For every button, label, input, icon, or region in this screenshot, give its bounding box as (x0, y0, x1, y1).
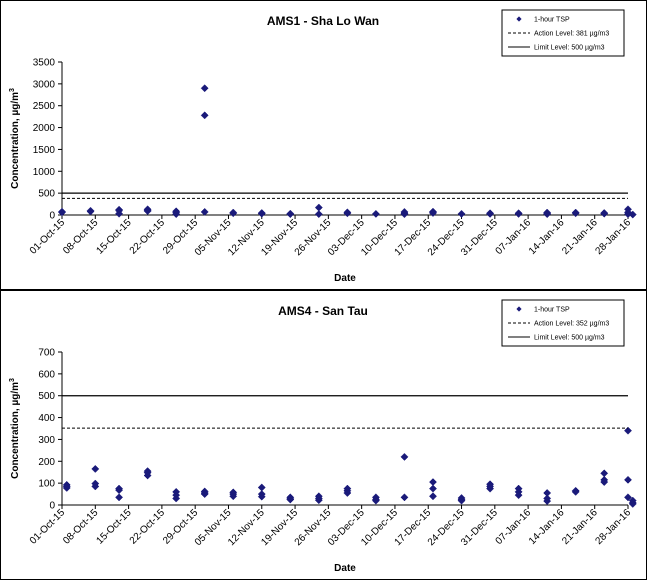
data-point (343, 208, 352, 217)
x-axis-label: Date (334, 273, 356, 284)
chart-title: AMS1 - Sha Lo Wan (267, 14, 379, 28)
y-tick-label: 2500 (33, 101, 56, 112)
data-point (486, 209, 495, 218)
data-point (543, 210, 552, 219)
data-point (257, 492, 266, 501)
legend-entry: Action Level: 381 µg/m3 (534, 31, 609, 38)
legend-marker-diamond (516, 16, 522, 22)
data-point (314, 496, 323, 505)
legend-entry: Limit Level: 500 µg/m3 (534, 335, 605, 342)
y-tick-label: 400 (38, 413, 55, 424)
data-point (257, 209, 266, 218)
data-point (600, 209, 609, 218)
y-axis-label-text: Concentration, µg/m (10, 382, 21, 479)
data-point (200, 207, 209, 216)
legend-entry: 1-hour TSP (534, 307, 570, 314)
y-tick-label: 500 (38, 391, 55, 402)
data-point (486, 484, 495, 493)
data-point (172, 494, 181, 503)
legend-entry: 1-hour TSP (534, 17, 570, 24)
chart-ams1: AMS1 - Sha Lo Wan 0 500 1000 1500 2000 2500 300… (0, 0, 647, 290)
data-point (371, 209, 380, 218)
chart-ams4: AMS4 - San Tau010020030040050060070001-O… (0, 290, 647, 580)
y-axis-label: Concentration, µg/m3 (9, 88, 21, 189)
y-tick-label: 100 (38, 479, 55, 490)
legend: 1-hour TSP Action Level: 381 µg/m3 Limit L… (501, 9, 625, 57)
data-point (286, 210, 295, 219)
data-point (624, 475, 632, 484)
data-point (115, 493, 124, 502)
data-point (624, 493, 632, 502)
data-point (400, 452, 409, 461)
data-point (624, 210, 632, 219)
legend: 1-hour TSP Action Level: 352 µg/m3 Limit L… (501, 299, 625, 347)
data-point (62, 483, 71, 492)
y-tick-label: 300 (38, 435, 55, 446)
y-tick-label: 1500 (33, 145, 56, 156)
data-point (429, 209, 437, 217)
data-point (286, 495, 295, 504)
data-point (86, 207, 95, 216)
data-point (514, 209, 523, 218)
y-tick-label: 3000 (33, 79, 56, 90)
data-point (200, 111, 209, 120)
data-point (314, 210, 323, 219)
x-axis-label: Date (334, 563, 356, 574)
data-point (429, 484, 437, 493)
y-tick-label: 700 (38, 348, 55, 359)
data-point (571, 209, 580, 218)
data-point (91, 482, 100, 491)
y-axis-label-text: Concentration, µg/m (10, 92, 21, 189)
data-point (457, 209, 466, 218)
y-tick-label: 3500 (33, 58, 56, 69)
data-point (400, 493, 409, 502)
chart-title: AMS4 - San Tau (278, 304, 368, 318)
data-point (143, 471, 152, 480)
data-point (543, 497, 552, 506)
data-point (115, 209, 124, 218)
data-point (143, 207, 152, 216)
tsp-series (62, 426, 637, 508)
data-point (172, 210, 181, 219)
y-tick-label: 2000 (33, 123, 56, 134)
data-point (400, 210, 409, 219)
y-tick-label: 0 (49, 211, 55, 222)
legend-marker-diamond (516, 306, 522, 312)
data-point (628, 499, 637, 508)
y-tick-label: 0 (49, 501, 55, 512)
data-point (200, 490, 209, 499)
data-point (429, 492, 437, 501)
data-point (457, 496, 466, 505)
data-point (200, 84, 209, 93)
data-point (229, 492, 238, 501)
data-point (58, 208, 66, 217)
data-point (371, 496, 380, 505)
data-point (571, 487, 580, 496)
data-point (600, 478, 609, 487)
tsp-series (58, 84, 637, 219)
legend-entry: Limit Level: 500 µg/m3 (534, 45, 605, 52)
y-tick-label: 200 (38, 457, 55, 468)
legend-box (501, 9, 625, 57)
data-point (624, 426, 632, 435)
legend-entry: Action Level: 352 µg/m3 (534, 321, 609, 328)
data-point (229, 209, 238, 218)
y-axis-label-superscript: 3 (9, 88, 16, 92)
y-axis-label: Concentration, µg/m3 (9, 378, 21, 479)
data-point (91, 464, 100, 473)
data-point (514, 491, 523, 500)
data-point (343, 489, 352, 497)
y-axis-label-superscript: 3 (9, 378, 16, 382)
y-tick-label: 1000 (33, 167, 56, 178)
y-tick-label: 600 (38, 369, 55, 380)
legend-box (501, 299, 625, 347)
y-tick-label: 500 (38, 189, 55, 200)
